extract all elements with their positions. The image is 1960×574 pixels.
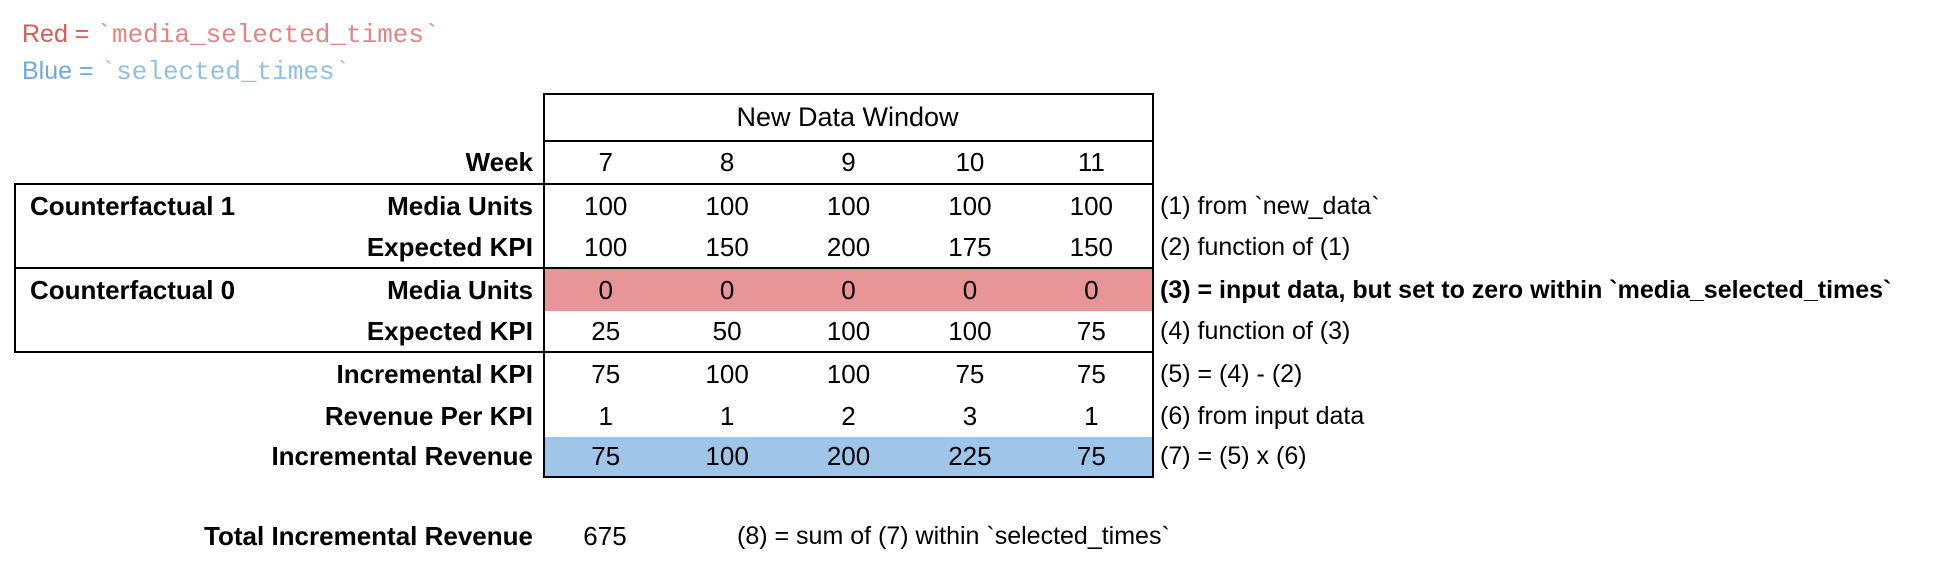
table-border-under-header xyxy=(543,140,1154,142)
value-cell: 75 xyxy=(591,359,621,389)
table-border-under-groups xyxy=(14,351,1154,353)
value-cell: 150 xyxy=(705,232,749,262)
value-cell: 0 xyxy=(719,275,735,305)
table-border-left xyxy=(14,183,16,353)
value-cell: 100 xyxy=(584,232,628,262)
value-cell: 100 xyxy=(826,359,871,389)
value-cell: 2 xyxy=(841,401,856,431)
table-border-top xyxy=(543,93,1154,95)
value-cell: 1 xyxy=(1084,401,1099,431)
value-cell: 100 xyxy=(705,359,749,389)
annotation-8: (8) = sum of (7) within `selected_times` xyxy=(737,522,1170,550)
row-label-media-units-cf0: Media Units xyxy=(387,275,533,305)
legend-red-line: Red = `media_selected_times` xyxy=(22,20,440,50)
value-cell: 225 xyxy=(948,441,992,471)
week-cell: 7 xyxy=(598,147,613,177)
table-border-right xyxy=(1152,93,1154,478)
row-values-media-units-cf0-red: 0 0 0 0 0 xyxy=(545,269,1152,311)
value-cell: 150 xyxy=(1069,232,1114,262)
row-values-incremental-kpi: 75 100 100 75 75 xyxy=(545,353,1152,395)
value-cell: 100 xyxy=(584,191,628,221)
week-cell: 10 xyxy=(955,147,985,177)
row-label-expected-kpi-cf1: Expected KPI xyxy=(366,232,533,262)
week-cell: 8 xyxy=(719,147,735,177)
row-values-media-units-cf1: 100 100 100 100 100 xyxy=(545,185,1152,227)
value-cell: 50 xyxy=(712,316,742,346)
value-cell: 3 xyxy=(962,401,978,431)
annotation-6: (6) from input data xyxy=(1160,402,1365,430)
value-cell: 75 xyxy=(955,359,985,389)
week-row-values: 7 8 9 10 11 xyxy=(545,142,1152,183)
value-cell: 100 xyxy=(705,191,749,221)
table-border-group-divider xyxy=(14,267,1154,269)
value-cell: 175 xyxy=(948,232,992,262)
row-label-revenue-per-kpi: Revenue Per KPI xyxy=(324,401,533,431)
table-border-under-week xyxy=(14,183,1154,185)
table-border-label-divider xyxy=(543,93,545,478)
annotation-3: (3) = input data, but set to zero within… xyxy=(1160,276,1892,304)
total-incremental-revenue-value: 675 xyxy=(583,521,627,551)
value-cell: 100 xyxy=(1069,191,1114,221)
value-cell: 100 xyxy=(948,316,992,346)
value-cell: 200 xyxy=(826,441,871,471)
week-cell: 9 xyxy=(841,147,856,177)
value-cell: 75 xyxy=(1076,316,1106,346)
value-cell: 75 xyxy=(591,441,621,471)
group-label-counterfactual-0: Counterfactual 0 xyxy=(30,275,236,305)
row-values-incremental-revenue-blue: 75 100 200 225 75 xyxy=(545,437,1152,476)
legend-blue-code: `selected_times` xyxy=(100,57,351,87)
value-cell: 1 xyxy=(598,401,613,431)
value-cell: 0 xyxy=(841,275,856,305)
annotation-4: (4) function of (3) xyxy=(1160,317,1351,345)
value-cell: 25 xyxy=(591,316,621,346)
value-cell: 0 xyxy=(1084,275,1099,305)
row-values-expected-kpi-cf1: 100 150 200 175 150 xyxy=(545,227,1152,267)
row-values-expected-kpi-cf0: 25 50 100 100 75 xyxy=(545,311,1152,351)
value-cell: 0 xyxy=(598,275,613,305)
legend-red-label: Red = xyxy=(22,20,97,48)
legend-blue-line: Blue = `selected_times` xyxy=(22,57,350,87)
legend-red-code: `media_selected_times` xyxy=(96,20,440,50)
group-label-counterfactual-1: Counterfactual 1 xyxy=(30,191,236,221)
row-label-incremental-revenue: Incremental Revenue xyxy=(271,441,533,471)
row-label-expected-kpi-cf0: Expected KPI xyxy=(366,316,533,346)
annotation-7: (7) = (5) x (6) xyxy=(1160,442,1307,470)
total-incremental-revenue-label: Total Incremental Revenue xyxy=(204,521,533,551)
value-cell: 100 xyxy=(705,441,749,471)
row-label-incremental-kpi: Incremental KPI xyxy=(336,359,533,389)
value-cell: 200 xyxy=(826,232,871,262)
annotation-1: (1) from `new_data` xyxy=(1160,192,1380,220)
row-values-revenue-per-kpi: 1 1 2 3 1 xyxy=(545,395,1152,437)
value-cell: 1 xyxy=(719,401,735,431)
table-border-bottom xyxy=(543,476,1154,478)
value-cell: 100 xyxy=(826,316,871,346)
value-cell: 100 xyxy=(826,191,871,221)
annotation-2: (2) function of (1) xyxy=(1160,233,1351,261)
value-cell: 100 xyxy=(948,191,992,221)
value-cell: 75 xyxy=(1076,359,1106,389)
value-cell: 0 xyxy=(962,275,978,305)
week-cell: 11 xyxy=(1077,147,1105,177)
annotation-5: (5) = (4) - (2) xyxy=(1160,360,1303,388)
table-header-new-data-window: New Data Window xyxy=(736,102,959,132)
legend-blue-label: Blue = xyxy=(22,57,101,85)
week-row-label: Week xyxy=(465,147,533,177)
value-cell: 75 xyxy=(1076,441,1106,471)
row-label-media-units-cf1: Media Units xyxy=(387,191,533,221)
